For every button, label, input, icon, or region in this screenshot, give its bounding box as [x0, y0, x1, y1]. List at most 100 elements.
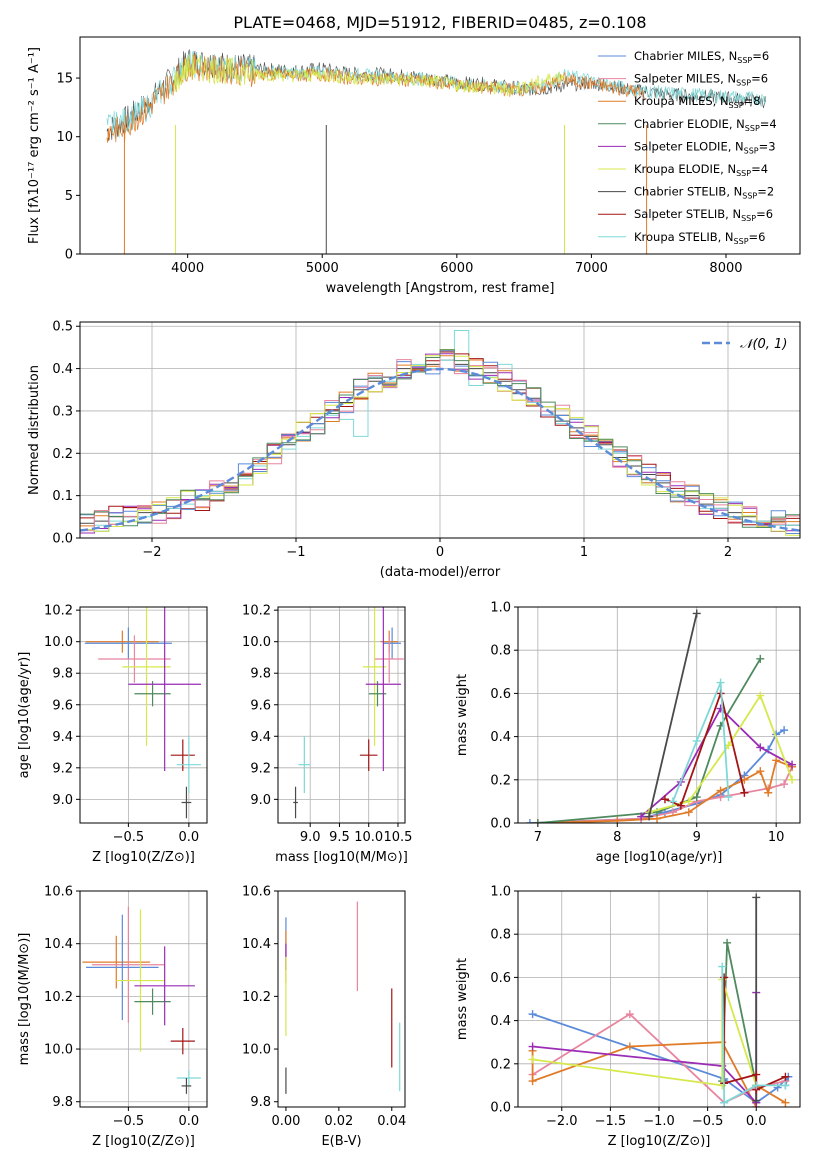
- weight-marker: [764, 788, 773, 797]
- y-tick-label: 10: [56, 130, 73, 145]
- legend-label: Salpeter MILES, NSSP=6: [634, 72, 768, 88]
- weight-marker: [781, 1072, 790, 1081]
- y-tick-label: 10.2: [44, 990, 73, 1005]
- weight-marker: [716, 786, 725, 795]
- x-tick-label: 7: [534, 830, 542, 845]
- legend-label: Chabrier MILES, NSSP=6: [634, 49, 769, 65]
- legend: Chabrier MILES, NSSP=6 Salpeter MILES, NS…: [598, 49, 777, 246]
- weight-marker: [723, 938, 732, 947]
- x-tick-label: 0.0: [746, 1114, 767, 1129]
- y-tick-label: 0.8: [490, 644, 511, 659]
- plot-residuals: −2 −1 0 1 2 0.0 0.1 0.2 0.3 0.4 0.5 (data-model)/er…: [27, 320, 801, 580]
- y-tick-label: 0.8: [490, 928, 511, 943]
- weight-line: [721, 966, 786, 1105]
- y-tick-label: 0.3: [52, 404, 73, 419]
- weight-line: [537, 658, 762, 823]
- plot-area: [84, 607, 201, 819]
- x-tick-label: 9: [693, 830, 701, 845]
- x-tick-label: −2.0: [546, 1114, 578, 1129]
- x-tick-label: 10.5: [384, 830, 413, 845]
- y-tick-label: 0.2: [52, 447, 73, 462]
- y-tick-label: 0: [65, 248, 73, 263]
- errorbar-point: [170, 739, 195, 771]
- axes-frame: [517, 890, 801, 1108]
- y-tick-label: 10.6: [242, 885, 271, 900]
- errorbar-point: [374, 635, 404, 683]
- gaussian-curve: [80, 367, 800, 532]
- x-tick-label: −2: [142, 545, 161, 560]
- plot-area: [528, 893, 793, 1107]
- errorbar-point: [293, 786, 298, 819]
- axes-frame: [277, 606, 406, 824]
- errorbar-point: [116, 909, 165, 1052]
- y-tick-label: 5: [65, 189, 73, 204]
- y-tick-label: 9.6: [52, 698, 73, 713]
- x-axis-label: age [log10(age/yr)]: [596, 850, 723, 865]
- axes-frame: [517, 606, 801, 824]
- x-axis-label: (data-model)/error: [380, 565, 501, 580]
- weight-marker: [533, 819, 542, 823]
- x-tick-label: 2: [724, 545, 732, 560]
- errorbar-point: [134, 946, 195, 1026]
- y-tick-label: 0.4: [52, 362, 73, 377]
- weight-line: [537, 759, 793, 823]
- axes-frame: [277, 890, 406, 1108]
- weight-marker: [525, 819, 534, 823]
- histogram-step: [80, 349, 800, 528]
- weight-line: [532, 979, 758, 1087]
- plot-age-vs-mass: 9.0 9.5 10.0 10.59.09.29.49.69.810.010.2mas…: [242, 604, 413, 865]
- y-axis-label: age [log10(age/yr)]: [17, 652, 32, 779]
- y-tick-label: 9.8: [250, 1095, 271, 1110]
- figure-title: PLATE=0468, MJD=51912, FIBERID=0485, z=0…: [233, 13, 646, 32]
- weight-marker: [528, 1042, 537, 1051]
- errorbar-point: [82, 935, 151, 989]
- y-tick-label: 0.0: [52, 532, 73, 547]
- y-axis-label: mass weight: [455, 674, 470, 756]
- y-tick-label: 10.6: [44, 885, 73, 900]
- plot-age-vs-Z: −0.5 0.0 9.0 9.2 9.4 9.6 9.8 10.0 10.2 Z [log10(Z…: [17, 604, 208, 865]
- x-axis-label: Z [log10(Z/Z⊙)]: [92, 850, 195, 865]
- y-tick-label: 0.1: [52, 489, 73, 504]
- weight-marker: [528, 1010, 537, 1019]
- x-axis-label: mass [log10(M/M⊙)]: [275, 850, 408, 865]
- y-tick-label: 10.2: [242, 990, 271, 1005]
- axes-frame: [79, 36, 801, 255]
- weight-marker: [718, 962, 727, 971]
- weight-marker: [756, 691, 765, 700]
- weight-marker: [684, 808, 693, 817]
- x-tick-label: 9.5: [329, 830, 350, 845]
- plot-weight-vs-age: 7 8 9 10 0.0 0.2 0.4 0.6 0.8 1.0 age [log10(age/yr…: [455, 601, 801, 865]
- y-tick-label: 0.0: [490, 817, 511, 832]
- legend-label: Salpeter ELODIE, NSSP=3: [634, 139, 776, 155]
- plot-mass-vs-ebv: 0.00 0.02 0.04 9.8 10.0 10.2 10.4 10.6 E(B-V): [242, 885, 406, 1150]
- y-tick-label: 0.6: [490, 971, 511, 986]
- weight-marker: [780, 726, 789, 735]
- weight-marker: [752, 893, 761, 902]
- weight-marker: [692, 793, 701, 802]
- y-axis-label: Normed distribution: [27, 365, 42, 495]
- plot-area: [82, 906, 201, 1094]
- legend-label: Kroupa STELIB, NSSP=6: [634, 230, 765, 246]
- weight-marker: [528, 1077, 537, 1086]
- y-tick-label: 0.4: [490, 730, 511, 745]
- legend-label: Kroupa ELODIE, NSSP=4: [634, 162, 768, 178]
- errorbar-point: [181, 1078, 192, 1094]
- x-tick-label: 10.0: [354, 830, 383, 845]
- weight-marker: [692, 736, 701, 745]
- weight-marker: [716, 678, 725, 687]
- plot-area: [293, 607, 404, 819]
- errorbar-point: [170, 1027, 195, 1055]
- x-tick-label: −0.5: [113, 830, 145, 845]
- y-tick-label: 10.0: [44, 1043, 73, 1058]
- x-tick-label: −1.0: [643, 1114, 675, 1129]
- plot-area: [285, 901, 401, 1094]
- x-tick-label: 0.0: [179, 830, 200, 845]
- y-tick-label: 9.0: [250, 793, 271, 808]
- x-tick-label: 0.00: [271, 1114, 300, 1129]
- weight-line: [648, 613, 698, 817]
- x-tick-label: 0: [436, 545, 444, 560]
- plot-spectrum: 4000 5000 6000 7000 8000 0 5 10 15 wavelength [An…: [27, 36, 801, 296]
- weight-marker: [772, 756, 781, 765]
- legend-label: 𝒩(0, 1): [740, 337, 787, 352]
